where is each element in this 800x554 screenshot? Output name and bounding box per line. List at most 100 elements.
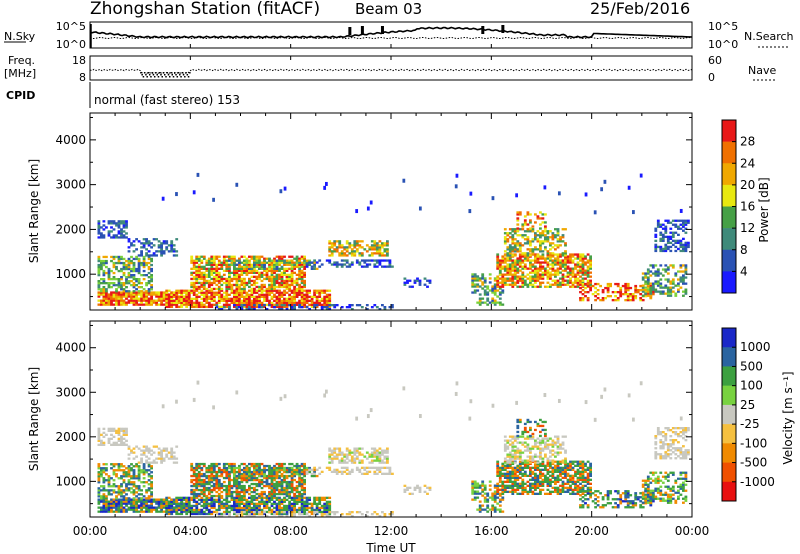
power-cell xyxy=(240,255,244,258)
power-cell xyxy=(516,223,520,226)
velocity-cell xyxy=(278,474,281,478)
power-cell xyxy=(666,268,670,271)
velocity-cell xyxy=(125,502,128,505)
power-cell xyxy=(303,293,306,296)
power-cell xyxy=(107,284,111,287)
velocity-cell xyxy=(330,451,334,454)
power-cell xyxy=(280,304,284,307)
velocity-cell xyxy=(263,480,266,484)
power-cell xyxy=(529,277,532,280)
power-cell xyxy=(245,295,249,298)
power-cell xyxy=(260,287,264,291)
velocity-cell xyxy=(130,451,133,454)
power-cell xyxy=(493,287,497,290)
power-cell xyxy=(669,292,673,295)
power-cell xyxy=(659,290,663,293)
power-cell xyxy=(594,295,597,298)
power-cell xyxy=(295,301,299,304)
velocity-cell xyxy=(233,468,236,472)
power-cell xyxy=(278,255,281,258)
power-cell xyxy=(260,293,264,296)
velocity-cell xyxy=(192,510,196,514)
velocity-cell xyxy=(170,457,174,460)
power-cell xyxy=(654,245,658,249)
power-cell xyxy=(205,273,209,276)
power-cell xyxy=(661,233,665,236)
power-cell xyxy=(589,281,592,284)
power-cell xyxy=(230,283,234,287)
power-cell xyxy=(355,240,359,243)
power-cell xyxy=(195,293,199,296)
velocity-cell xyxy=(270,490,274,494)
velocity-cell xyxy=(117,510,121,513)
power-cell xyxy=(571,273,575,276)
power-cell xyxy=(285,285,289,289)
power-cell xyxy=(513,250,517,253)
velocity-cell xyxy=(122,443,126,446)
power-cell xyxy=(594,291,597,294)
power-cell xyxy=(212,255,216,258)
velocity-cell xyxy=(212,478,216,482)
velocity-cell xyxy=(210,472,214,476)
power-cell xyxy=(300,275,304,278)
velocity-cell xyxy=(258,462,261,466)
power-cell xyxy=(278,291,281,294)
velocity-cell xyxy=(130,502,133,505)
velocity-cell xyxy=(230,464,234,468)
power-cell xyxy=(328,301,332,304)
power-cell xyxy=(110,291,113,294)
power-cell xyxy=(682,290,685,293)
power-cell xyxy=(125,290,128,293)
velocity-cell xyxy=(107,437,111,440)
velocity-cell xyxy=(228,490,231,494)
power-cell xyxy=(155,301,158,304)
power-cell xyxy=(654,227,658,230)
power-cell xyxy=(248,297,251,300)
y-tick-label: 4000 xyxy=(55,133,86,147)
power-cell xyxy=(586,271,590,274)
power-cell xyxy=(162,293,166,296)
power-cell xyxy=(102,303,106,306)
power-cell xyxy=(581,289,585,292)
velocity-cell xyxy=(270,482,274,486)
velocity-cell xyxy=(248,466,251,470)
power-cell xyxy=(661,290,665,293)
velocity-cell xyxy=(233,474,236,478)
velocity-cell xyxy=(288,486,291,490)
velocity-cell xyxy=(102,485,106,488)
power-cell xyxy=(664,243,668,246)
power-cell xyxy=(498,277,502,280)
power-cell xyxy=(606,295,610,298)
colorbar-segment xyxy=(722,228,736,251)
velocity-cell xyxy=(192,482,196,486)
power-cell xyxy=(170,297,174,300)
power-cell xyxy=(100,278,103,281)
power-cell xyxy=(531,285,535,288)
velocity-cell xyxy=(333,455,337,458)
power-cell xyxy=(483,291,487,294)
velocity-cell xyxy=(145,461,148,464)
power-cell xyxy=(483,279,487,282)
power-cell xyxy=(283,261,286,264)
power-cell xyxy=(207,279,211,283)
power-cell xyxy=(513,275,517,278)
velocity-cell xyxy=(295,462,299,466)
velocity-cell xyxy=(217,486,221,490)
power-cell xyxy=(666,235,670,238)
power-cell xyxy=(117,222,121,225)
power-cell xyxy=(100,293,103,296)
power-cell xyxy=(677,241,680,244)
power-cell xyxy=(300,291,304,294)
power-cell xyxy=(661,268,665,271)
power-cell xyxy=(561,252,565,255)
velocity-cell xyxy=(263,512,266,516)
power-cell xyxy=(616,299,620,302)
power-cell xyxy=(215,304,219,307)
power-cell xyxy=(250,308,254,310)
power-cell xyxy=(117,220,121,223)
power-cell xyxy=(335,263,339,266)
colorbar-segment xyxy=(722,184,736,207)
velocity-cell xyxy=(172,457,176,460)
power-cell xyxy=(112,236,116,239)
power-cell xyxy=(343,246,347,249)
